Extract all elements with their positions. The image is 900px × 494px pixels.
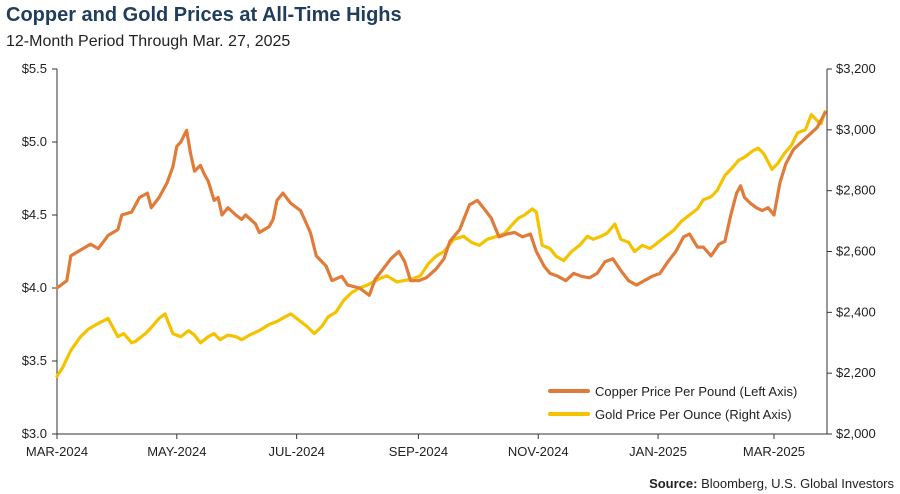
right-y-tick-label: $2,400 (836, 304, 876, 319)
x-tick-label: MAR-2024 (26, 444, 88, 459)
right-y-tick-label: $2,200 (836, 365, 876, 380)
gold-series-line (55, 109, 827, 378)
x-tick-label: NOV-2024 (508, 444, 569, 459)
left-y-tick-label: $4.0 (22, 280, 47, 295)
left-y-tick-label: $5.0 (22, 134, 47, 149)
x-tick-label: JAN-2025 (629, 444, 687, 459)
x-tick-label: SEP-2024 (389, 444, 448, 459)
legend-gold-label: Gold Price Per Ounce (Right Axis) (595, 407, 792, 422)
right-y-tick-label: $3,000 (836, 122, 876, 137)
x-tick-label: JUL-2024 (268, 444, 324, 459)
x-tick-label: MAR-2025 (743, 444, 805, 459)
right-y-tick-label: $2,000 (836, 426, 876, 441)
chart-title: Copper and Gold Prices at All-Time Highs (6, 4, 402, 26)
right-y-tick-label: $3,200 (836, 61, 876, 76)
x-tick-label: MAY-2024 (147, 444, 206, 459)
left-y-tick-label: $3.5 (22, 353, 47, 368)
chart-subtitle: 12-Month Period Through Mar. 27, 2025 (6, 33, 291, 50)
right-y-tick-label: $2,800 (836, 183, 876, 198)
copper-series-line (55, 111, 827, 297)
left-y-tick-label: $5.5 (22, 61, 47, 76)
left-y-tick-label: $3.0 (22, 426, 47, 441)
left-y-tick-label: $4.5 (22, 207, 47, 222)
source-text: Bloomberg, U.S. Global Investors (697, 476, 894, 491)
legend-copper-label: Copper Price Per Pound (Left Axis) (595, 384, 797, 399)
right-y-tick-label: $2,600 (836, 244, 876, 259)
source-label: Source: (649, 476, 698, 491)
source-note: Source: Bloomberg, U.S. Global Investors (649, 476, 894, 491)
